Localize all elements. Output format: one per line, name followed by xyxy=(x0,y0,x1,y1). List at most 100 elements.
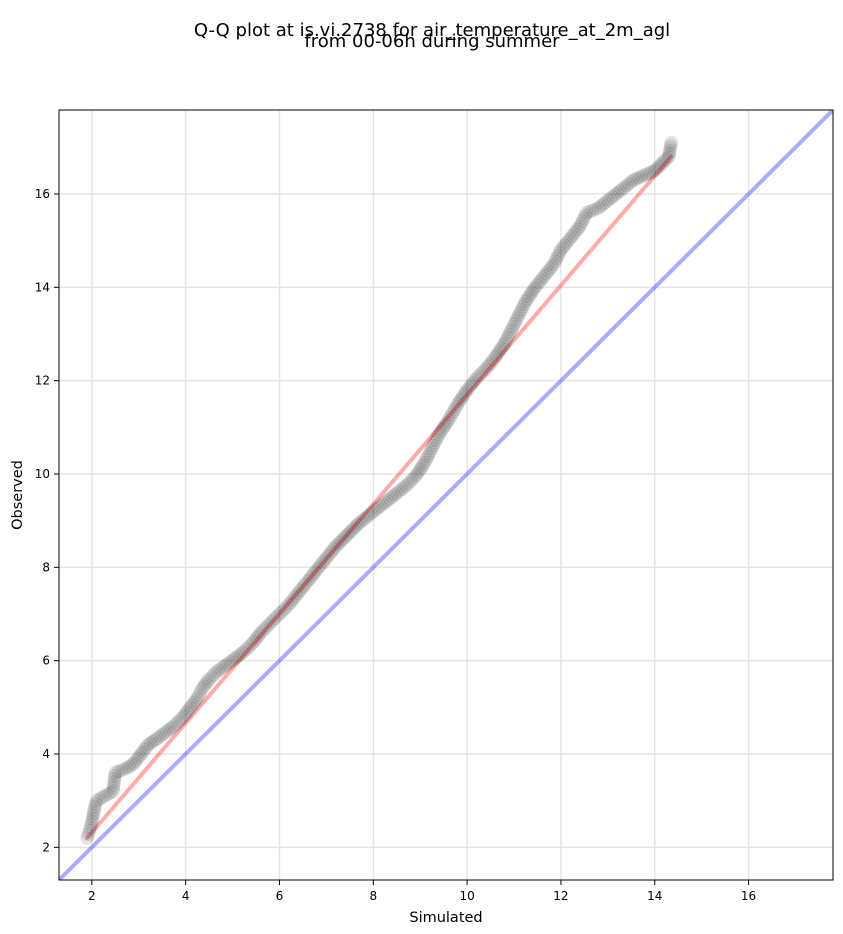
data-point xyxy=(190,691,205,705)
data-point xyxy=(642,166,657,180)
data-point xyxy=(354,514,369,529)
data-point xyxy=(315,555,330,570)
data-point xyxy=(375,497,390,512)
data-point xyxy=(655,155,670,170)
data-point xyxy=(97,789,112,803)
data-point xyxy=(662,146,677,161)
data-point xyxy=(489,348,504,362)
data-point xyxy=(111,764,126,779)
data-point xyxy=(523,287,538,302)
data-point xyxy=(107,768,122,783)
data-point xyxy=(546,257,561,271)
data-point xyxy=(204,670,219,684)
x-tick-label: 14 xyxy=(647,889,662,903)
data-point xyxy=(649,161,664,176)
data-point xyxy=(325,544,340,558)
x-tick-label: 8 xyxy=(369,889,377,903)
data-point xyxy=(171,714,186,729)
data-point xyxy=(220,656,235,671)
x-tick-label: 12 xyxy=(553,889,568,903)
data-point xyxy=(567,226,582,241)
data-point xyxy=(591,201,606,215)
data-point xyxy=(328,539,343,554)
data-point xyxy=(574,216,589,231)
data-point xyxy=(449,399,464,414)
data-point xyxy=(521,289,536,304)
data-point xyxy=(185,698,200,712)
data-point xyxy=(458,385,473,400)
data-point xyxy=(338,529,353,544)
data-point xyxy=(114,763,129,778)
data-point xyxy=(492,343,507,358)
data-point xyxy=(463,378,478,393)
data-point xyxy=(291,586,306,600)
data-point xyxy=(82,824,97,838)
data-point xyxy=(480,359,495,374)
data-point xyxy=(565,229,580,243)
data-point xyxy=(663,138,678,153)
data-point xyxy=(241,639,256,654)
data-point xyxy=(662,144,677,159)
data-point xyxy=(510,311,525,326)
data-point xyxy=(469,371,484,386)
data-point xyxy=(148,733,163,747)
data-point xyxy=(389,486,404,501)
identity-line xyxy=(59,110,833,880)
x-tick-label: 6 xyxy=(276,889,284,903)
data-point xyxy=(461,380,476,395)
data-point xyxy=(653,157,668,172)
data-point xyxy=(588,202,603,217)
data-point xyxy=(530,278,545,292)
data-point xyxy=(593,199,608,214)
data-point xyxy=(433,425,448,439)
data-point xyxy=(430,430,445,445)
data-point xyxy=(92,792,107,807)
data-point xyxy=(359,510,374,525)
data-point xyxy=(263,616,278,631)
data-point xyxy=(267,611,282,626)
data-point xyxy=(570,222,585,236)
x-axis-ticks: 2 4 6 8 10 12 14 16 xyxy=(88,880,756,903)
data-point xyxy=(528,280,543,295)
data-point xyxy=(598,195,613,210)
data-point xyxy=(164,720,179,735)
data-point xyxy=(491,345,506,360)
data-point xyxy=(525,285,539,299)
data-point xyxy=(619,178,634,193)
y-tick-label: 8 xyxy=(42,560,50,574)
data-point xyxy=(385,489,400,504)
data-point xyxy=(452,394,467,409)
data-point xyxy=(84,814,99,829)
data-point xyxy=(152,729,167,744)
data-point xyxy=(306,567,321,582)
data-point xyxy=(225,653,240,668)
data-point xyxy=(223,654,238,669)
data-point xyxy=(450,397,465,411)
data-point xyxy=(310,562,324,577)
y-axis-label: Observed xyxy=(10,460,26,530)
data-point xyxy=(342,525,357,540)
x-axis-label: Simulated xyxy=(409,910,482,926)
data-point xyxy=(503,325,518,340)
data-point xyxy=(244,637,259,652)
data-point xyxy=(356,512,371,527)
data-point xyxy=(176,709,191,724)
data-point xyxy=(441,413,456,428)
data-point xyxy=(511,308,526,323)
x-tick-label: 2 xyxy=(88,889,96,903)
data-point xyxy=(617,180,632,195)
data-point xyxy=(84,817,99,832)
data-point xyxy=(248,632,263,647)
data-point xyxy=(230,649,245,664)
data-point xyxy=(541,264,556,278)
data-point xyxy=(447,402,462,417)
y-tick-label: 14 xyxy=(35,280,50,294)
data-point xyxy=(106,781,121,796)
data-point xyxy=(344,523,359,538)
data-point xyxy=(274,604,289,619)
data-point xyxy=(426,438,441,453)
data-point xyxy=(439,415,454,430)
data-point xyxy=(471,369,486,383)
data-point xyxy=(460,383,475,397)
data-point xyxy=(122,759,137,774)
